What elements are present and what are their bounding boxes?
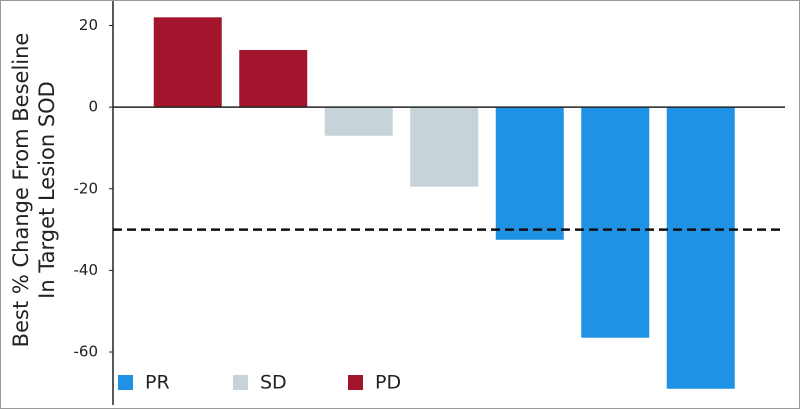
y-tick-label: 0 [88, 98, 98, 116]
y-tick-label: 20 [79, 16, 98, 34]
bar [324, 107, 393, 136]
legend-swatch [233, 375, 248, 390]
y-label-line: Best % Change From Beseline [9, 33, 33, 348]
bar [666, 107, 735, 389]
y-tick-label: -20 [74, 179, 99, 197]
legend-swatch [348, 375, 363, 390]
y-label-line: In Target Lesion SOD [35, 81, 59, 299]
y-tick-label: -60 [74, 343, 99, 361]
bar [410, 107, 479, 187]
bar [239, 49, 308, 108]
y-label: Best % Change From Beseline In Target Le… [9, 33, 59, 348]
bar [495, 107, 564, 240]
legend-swatch [118, 375, 133, 390]
legend-label: PR [145, 372, 170, 394]
legend-label: SD [260, 372, 287, 394]
y-tick-label: -40 [74, 261, 99, 279]
bar [153, 17, 222, 108]
bar [581, 107, 650, 338]
legend-label: PD [375, 372, 401, 394]
